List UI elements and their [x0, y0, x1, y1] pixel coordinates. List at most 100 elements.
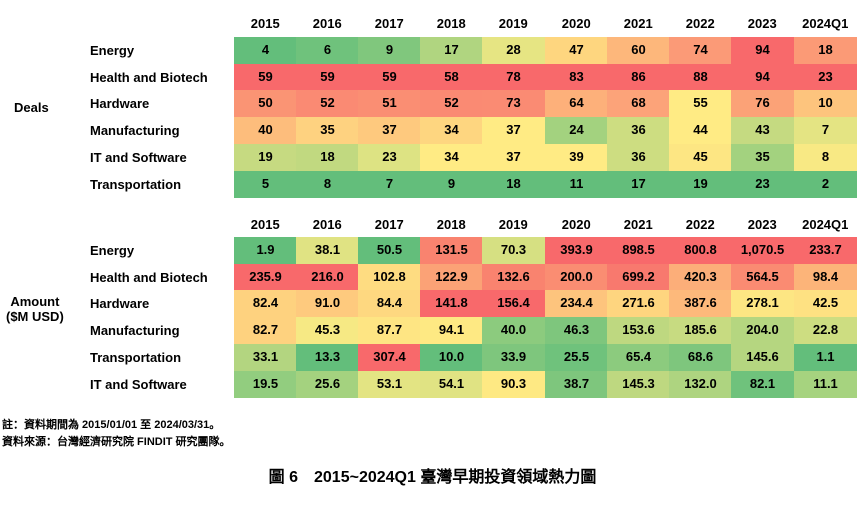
heatmap-cell: 59	[234, 63, 297, 91]
heatmap-cell: 23	[358, 143, 421, 171]
heatmap-cell: 38.7	[545, 370, 608, 398]
heatmap-group-label: Deals	[14, 100, 49, 115]
row-label: IT and Software	[90, 376, 187, 392]
heatmap-cell: 25.5	[545, 343, 608, 371]
heatmap-cell: 24	[545, 117, 608, 145]
row-label: Hardware	[90, 96, 150, 112]
heatmap-cell: 25.6	[296, 370, 359, 398]
heatmap-cell: 17	[607, 170, 670, 198]
heatmap-cell: 18	[482, 170, 545, 198]
heatmap-cell: 37	[358, 117, 421, 145]
row-label: Manufacturing	[90, 123, 180, 139]
heatmap-cell: 5	[234, 170, 297, 198]
heatmap-cell: 52	[296, 90, 359, 118]
row-label: Energy	[90, 243, 135, 258]
heatmap-cell: 86	[607, 63, 670, 91]
heatmap-cell: 68	[607, 90, 670, 118]
row-label: Transportation	[90, 176, 182, 192]
heatmap-cell: 73	[482, 90, 545, 118]
heatmap-cell: 84.4	[358, 290, 421, 318]
heatmap-cell: 23	[731, 170, 794, 198]
column-header: 2016	[312, 16, 342, 31]
heatmap-cell: 19.5	[234, 370, 297, 398]
heatmap-cell: 87.7	[358, 317, 421, 345]
heatmap-cell: 18	[794, 37, 857, 65]
heatmap-cell: 145.6	[731, 343, 794, 371]
heatmap-cell: 7	[358, 170, 421, 198]
heatmap-cell: 235.9	[234, 263, 297, 291]
heatmap-cell: 65.4	[607, 343, 670, 371]
column-header: 2023	[747, 16, 777, 31]
heatmap-cell: 9	[358, 37, 421, 65]
heatmap-cell: 8	[794, 143, 857, 171]
figure-caption: 圖 6 2015~2024Q1 臺灣早期投資領域熱力圖	[268, 469, 597, 486]
heatmap-cell: 82.7	[234, 317, 297, 345]
heatmap-cell: 51	[358, 90, 421, 118]
heatmap-cell: 28	[482, 37, 545, 65]
heatmap-cell: 42.5	[794, 290, 857, 318]
heatmap-cell: 36	[607, 143, 670, 171]
heatmap-cell: 76	[731, 90, 794, 118]
heatmap-cell: 10	[794, 90, 857, 118]
heatmap-cell: 4	[234, 37, 297, 65]
heatmap-cell: 38.1	[296, 237, 359, 265]
heatmap-cell: 8	[296, 170, 359, 198]
column-header: 2019	[498, 16, 528, 31]
column-header: 2024Q1	[802, 16, 849, 31]
heatmap-cell: 11	[545, 170, 608, 198]
column-header: 2015	[250, 16, 280, 31]
heatmap-cell: 45.3	[296, 317, 359, 345]
row-label: Energy	[90, 43, 135, 58]
row-label: Health and Biotech	[90, 69, 208, 85]
heatmap-cell: 60	[607, 37, 670, 65]
heatmap-cell: 387.6	[669, 290, 732, 318]
heatmap-cell: 233.7	[794, 237, 857, 265]
heatmap-cell: 46.3	[545, 317, 608, 345]
heatmap-cell: 70.3	[482, 237, 545, 265]
heatmap-cell: 37	[482, 143, 545, 171]
heatmap-cell: 68.6	[669, 343, 732, 371]
heatmap-cell: 40	[234, 117, 297, 145]
heatmap-cell: 53.1	[358, 370, 421, 398]
heatmap-cell: 83	[545, 63, 608, 91]
heatmap-cell: 800.8	[669, 237, 732, 265]
heatmap-cell: 88	[669, 63, 732, 91]
heatmap-cell: 34	[420, 117, 483, 145]
heatmap-cell: 6	[296, 37, 359, 65]
note-source: 資料來源：台灣經濟研究院 FINDIT 研究團隊。	[2, 436, 231, 448]
heatmap-cell: 185.6	[669, 317, 732, 345]
heatmap-cell: 13.3	[296, 343, 359, 371]
heatmap-cell: 22.8	[794, 317, 857, 345]
heatmap-cell: 82.4	[234, 290, 297, 318]
heatmap-cell: 132.0	[669, 370, 732, 398]
column-header: 2018	[436, 217, 466, 232]
column-header: 2022	[685, 217, 715, 232]
amount-heatmap: Amount ($M USD) 2015 2016 2017 2018 2019 2020 2…	[0, 210, 865, 410]
heatmap-cell: 35	[296, 117, 359, 145]
heatmap-cell: 78	[482, 63, 545, 91]
heatmap-cell: 74	[669, 37, 732, 65]
row-label: Manufacturing	[90, 323, 180, 339]
heatmap-cell: 94.1	[420, 317, 483, 345]
heatmap-cell: 64	[545, 90, 608, 118]
column-header: 2023	[747, 217, 777, 232]
heatmap-cell: 33.9	[482, 343, 545, 371]
heatmap-cell: 898.5	[607, 237, 670, 265]
deals-heatmap: Deals 2015 2016 2017 2018 2019 2020 2021 2022 202…	[0, 0, 865, 200]
heatmap-cell: 50.5	[358, 237, 421, 265]
heatmap-cell: 37	[482, 117, 545, 145]
heatmap-cell: 59	[358, 63, 421, 91]
column-header: 2018	[436, 16, 466, 31]
heatmap-cell: 52	[420, 90, 483, 118]
column-header: 2021	[623, 16, 653, 31]
heatmap-cell: 1,070.5	[731, 237, 794, 265]
heatmap-cell: 9	[420, 170, 483, 198]
column-header: 2017	[374, 16, 404, 31]
heatmap-cell: 156.4	[482, 290, 545, 318]
heatmap-cell: 94	[731, 37, 794, 65]
row-label: IT and Software	[90, 149, 187, 165]
heatmap-cell: 699.2	[607, 263, 670, 291]
heatmap-cell: 59	[296, 63, 359, 91]
heatmap-cell: 58	[420, 63, 483, 91]
heatmap-cell: 122.9	[420, 263, 483, 291]
